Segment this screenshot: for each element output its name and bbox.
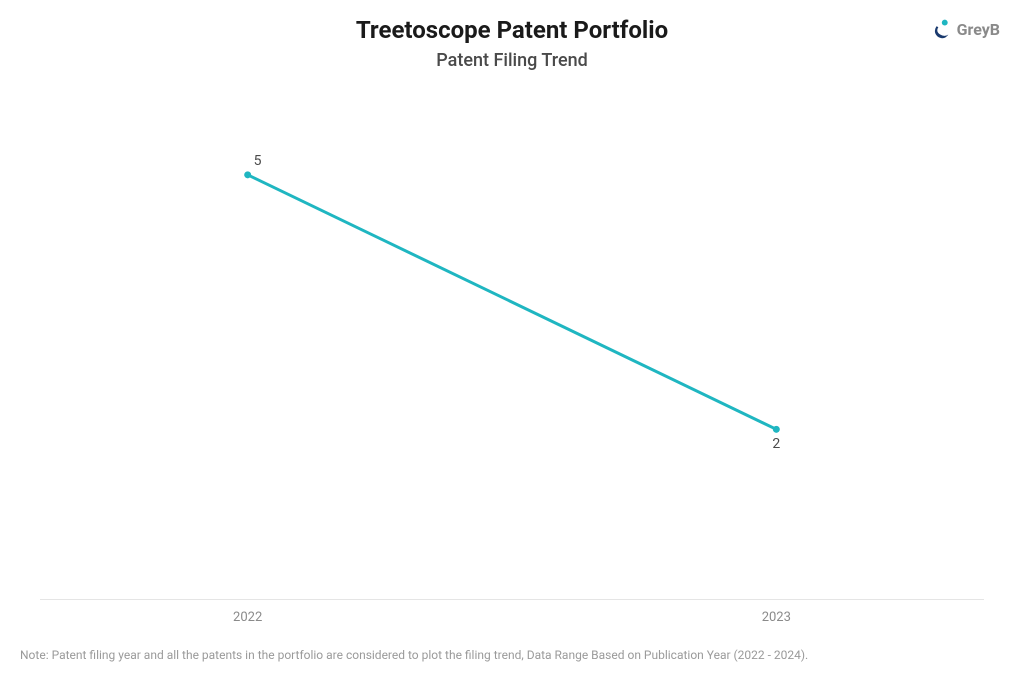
chart-note: Note: Patent filing year and all the pat…: [20, 648, 808, 662]
x-tick-0: 2022: [233, 610, 262, 625]
chart-title: Treetoscope Patent Portfolio: [0, 16, 1024, 44]
trend-line: [248, 175, 777, 430]
chart-subtitle: Patent Filing Trend: [0, 50, 1024, 71]
chart-plot-area: 5 2: [40, 90, 984, 600]
brand-logo: GreyB: [931, 18, 1000, 40]
logo-swoosh-icon: [934, 26, 948, 38]
chart-container: Treetoscope Patent Portfolio Patent Fili…: [0, 0, 1024, 683]
line-chart-svg: [40, 90, 984, 599]
data-label-1: 2: [772, 436, 780, 452]
logo-icon: [931, 18, 953, 40]
data-point-1: [773, 426, 780, 433]
x-tick-1: 2023: [762, 610, 791, 625]
logo-dot-icon: [941, 20, 947, 26]
logo-text: GreyB: [957, 20, 1000, 39]
data-point-0: [244, 171, 251, 178]
data-label-0: 5: [254, 153, 262, 169]
